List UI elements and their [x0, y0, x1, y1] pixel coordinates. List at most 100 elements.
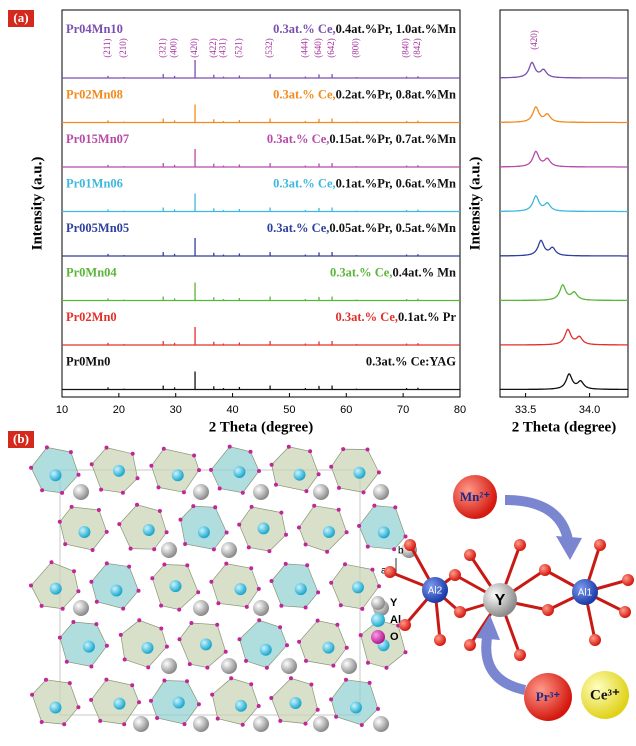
y-atom — [253, 484, 269, 500]
o-atom — [285, 643, 289, 647]
o-atom — [152, 547, 156, 551]
o-atom — [117, 522, 121, 526]
o-atom — [269, 696, 273, 700]
al-atom — [198, 526, 210, 538]
o-atom — [304, 659, 308, 663]
al-atom — [322, 642, 334, 654]
o-atom — [122, 722, 126, 726]
o-atom — [274, 483, 278, 487]
o-atom — [213, 505, 217, 509]
atom-label: Y — [495, 592, 506, 609]
y-atom — [193, 484, 209, 500]
o-atom — [216, 601, 220, 605]
al-atom — [173, 697, 185, 709]
o-atom — [197, 702, 201, 706]
series-composition: 0.3at.% Ce,0.1at.% Pr — [336, 310, 457, 324]
composition: 0.1at.%Pr, 0.6at.%Mn — [336, 176, 456, 190]
o-atom — [225, 531, 229, 535]
o-atom — [71, 620, 75, 624]
o-atom — [360, 607, 364, 611]
o-atom — [94, 622, 98, 626]
al-atom — [49, 469, 61, 481]
o-atom — [29, 584, 33, 588]
al-atom — [350, 702, 362, 714]
o-atom — [90, 462, 94, 466]
y-atom — [193, 716, 209, 732]
o-atom — [72, 569, 76, 573]
composition: 0.4at.%Pr, 1.0at.%Mn — [336, 22, 456, 36]
o-atom — [238, 637, 242, 641]
o-atom — [304, 722, 308, 726]
o-atom — [131, 452, 135, 456]
o-atom — [40, 720, 44, 724]
o-atom — [308, 449, 312, 453]
o-atom — [61, 607, 65, 611]
y-atom — [341, 658, 357, 674]
o-atom — [162, 447, 166, 451]
o-atom — [165, 530, 169, 534]
dopant: 0.3at.% Ce, — [336, 310, 399, 324]
series-name: Pr02Mn0 — [66, 310, 117, 324]
o-atom — [68, 681, 72, 685]
y-atom — [161, 658, 177, 674]
o-atom — [270, 579, 274, 583]
o-atom — [177, 608, 181, 612]
al-atom — [234, 583, 246, 595]
o-atom — [329, 697, 333, 701]
o-atom — [119, 633, 123, 637]
o-atom — [137, 700, 141, 704]
o-atom — [155, 716, 159, 720]
series-composition: 0.3at.% Ce,0.4at.%Pr, 1.0at.%Mn — [273, 22, 456, 36]
o-atom — [191, 504, 195, 508]
o-atom — [182, 490, 186, 494]
al-atom — [378, 526, 390, 538]
o-atom — [359, 633, 363, 637]
dopant: 0.3at.% Ce, — [267, 221, 330, 235]
ion-label: Ce³⁺ — [590, 687, 620, 703]
o-atom — [76, 705, 80, 709]
o-atom — [99, 488, 103, 492]
o-atom — [44, 678, 48, 682]
al-atom — [352, 581, 364, 593]
y-atom — [161, 542, 177, 558]
composition: 0.2at.%Pr, 0.8at.%Mn — [336, 87, 456, 101]
o-atom — [212, 547, 216, 551]
peak-label: (211) — [102, 38, 112, 57]
composition: 0.05at.%Pr, 0.5at.%Mn — [329, 221, 456, 235]
al-atom — [200, 638, 212, 650]
o-atom — [58, 636, 62, 640]
o-atom — [247, 545, 251, 549]
y-atom — [373, 716, 389, 732]
peak-label: (422) — [208, 38, 218, 58]
o-atom — [376, 707, 380, 711]
y-atom — [133, 716, 149, 732]
o-atom — [284, 533, 288, 537]
y-atom — [313, 484, 329, 500]
o-atom — [304, 489, 308, 493]
al-atom — [141, 642, 153, 654]
y-atom — [253, 716, 269, 732]
peak-profile — [500, 240, 628, 256]
al-atom — [353, 467, 365, 479]
o-atom — [157, 485, 161, 489]
dopant: 0.3at.% Ce, — [273, 22, 336, 36]
x-tick-label: 10 — [56, 404, 68, 416]
o-atom — [377, 584, 381, 588]
o-atom — [89, 698, 93, 702]
o-atom — [317, 472, 321, 476]
o-atom — [218, 487, 222, 491]
y-atom — [373, 484, 389, 500]
o-atom — [65, 660, 69, 664]
o-atom — [149, 464, 153, 468]
o-atom — [257, 587, 261, 591]
al-atom — [323, 526, 335, 538]
o-atom — [265, 666, 269, 670]
o-atom — [188, 662, 192, 666]
legend-al — [371, 613, 385, 627]
al-atom — [294, 469, 306, 481]
o-atom — [149, 699, 153, 703]
o-atom — [309, 683, 313, 687]
series-composition: 0.3at.% Ce:YAG — [366, 354, 456, 368]
o-atom — [165, 645, 169, 649]
